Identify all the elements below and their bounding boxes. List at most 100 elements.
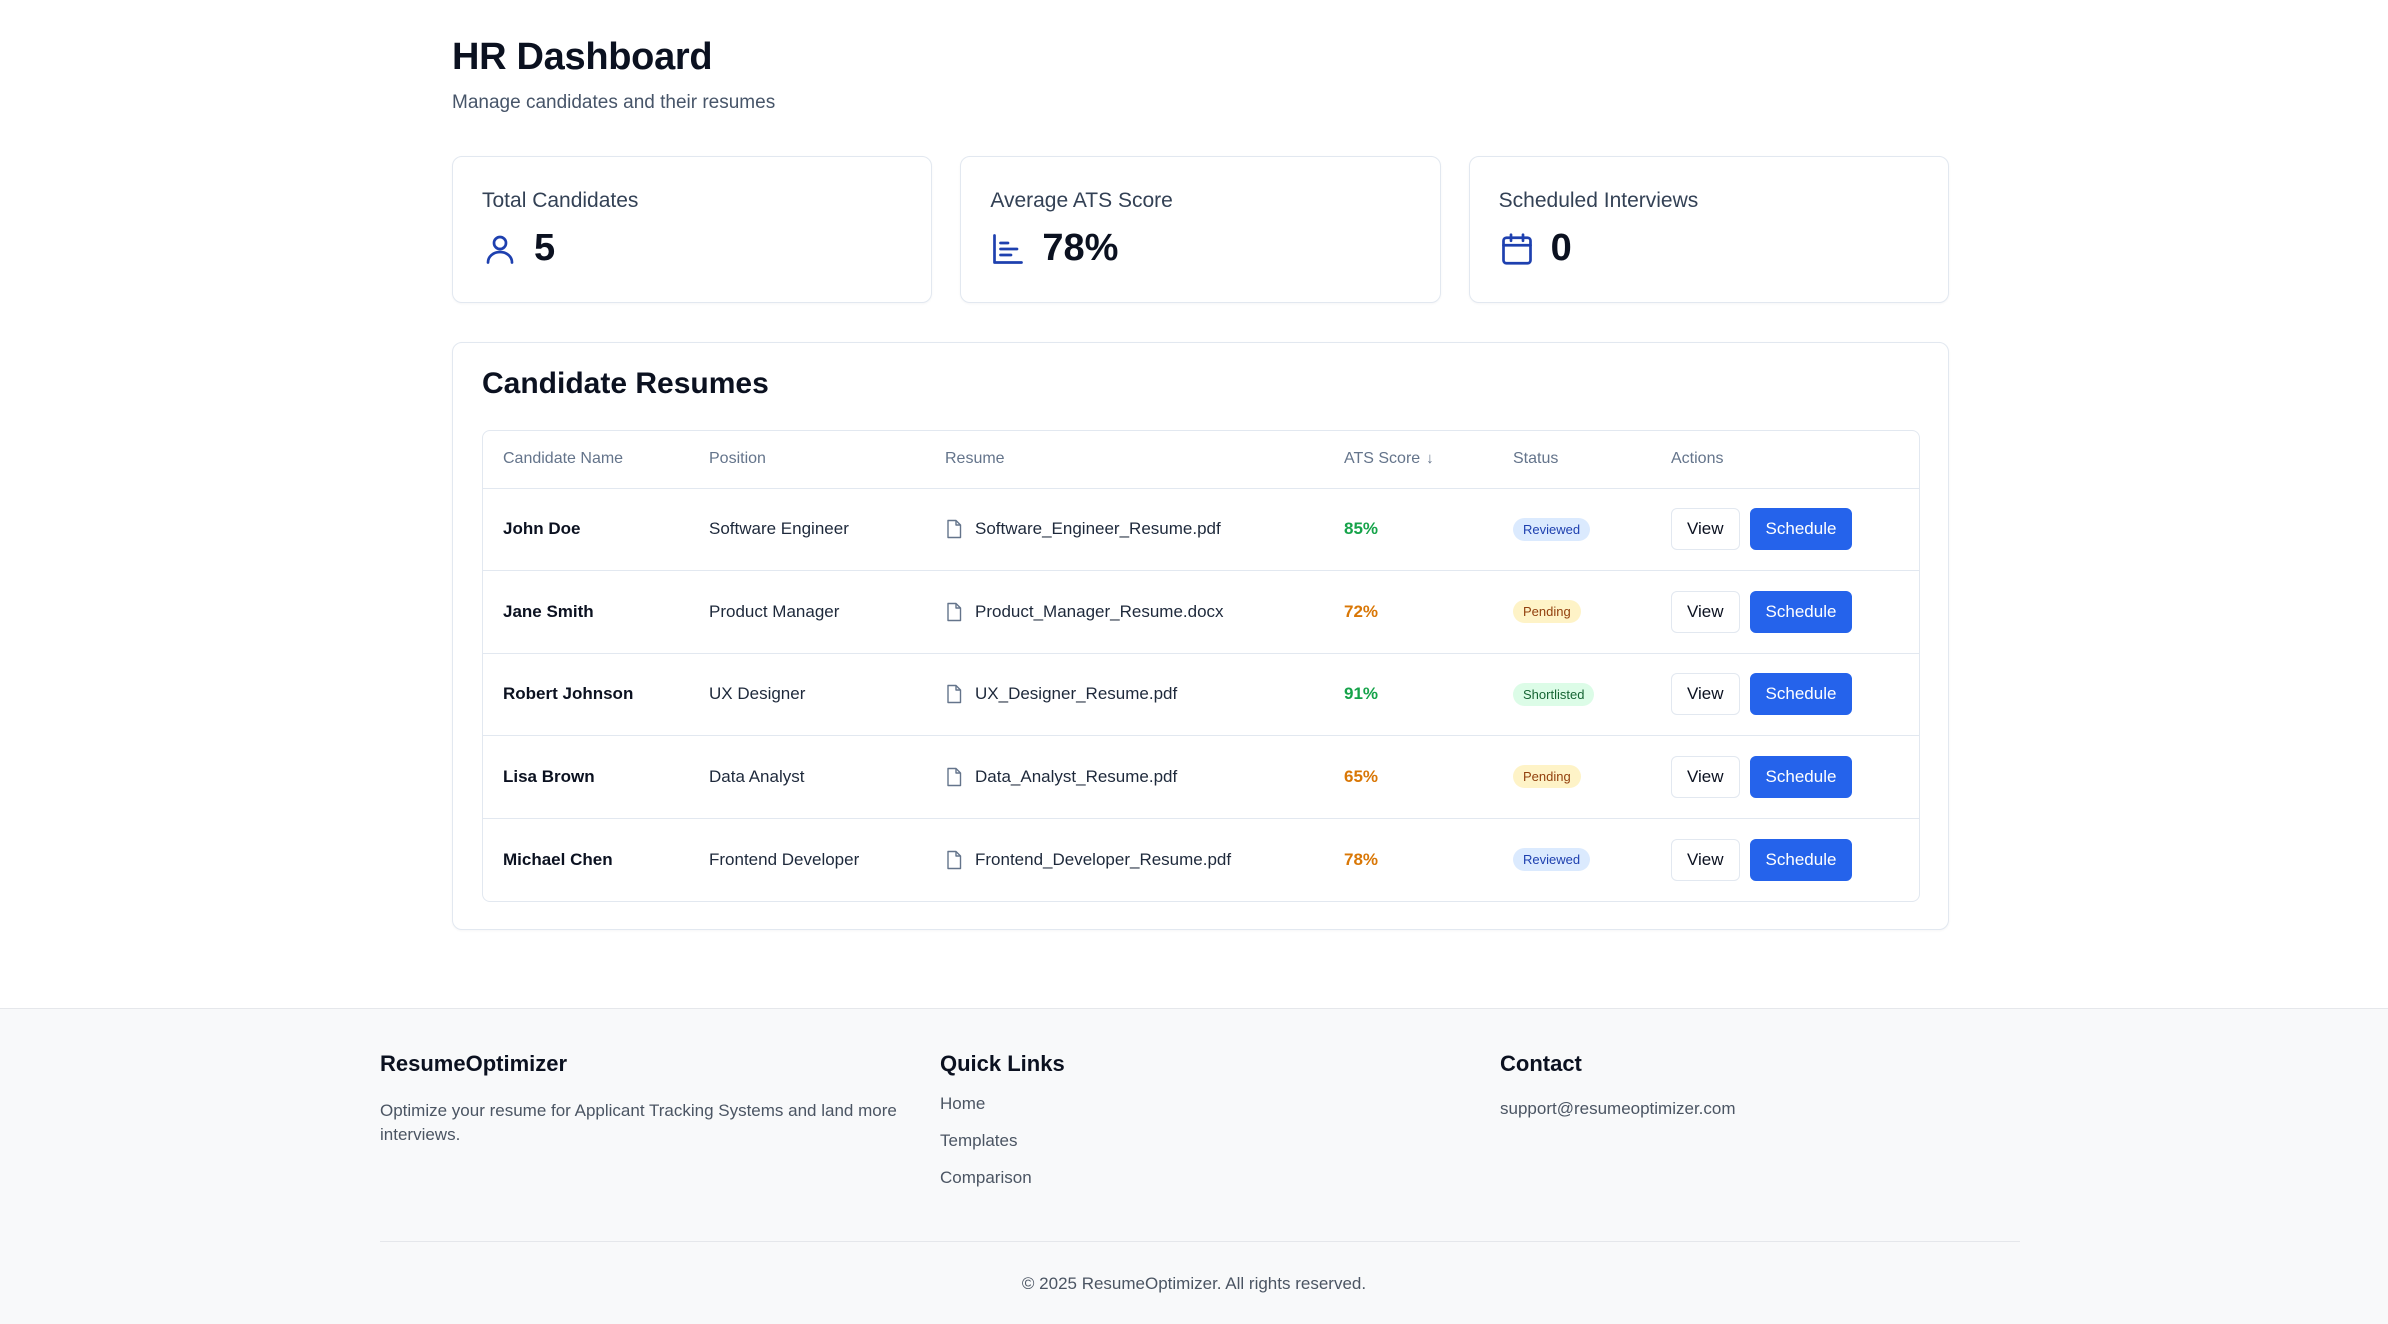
resume-cell: Frontend_Developer_Resume.pdf — [925, 818, 1324, 901]
stat-card-average-ats-score: Average ATS Score 78% — [960, 156, 1441, 303]
stats-row: Total Candidates 5 Average ATS Score — [452, 156, 1949, 303]
column-header-label: ATS Score — [1344, 450, 1421, 468]
view-button[interactable]: View — [1671, 838, 1740, 881]
stat-card-total-candidates: Total Candidates 5 — [452, 156, 933, 303]
bar-chart-icon — [990, 231, 1026, 267]
column-header-resume: Resume — [925, 431, 1324, 489]
footer-brand-title: ResumeOptimizer — [380, 1051, 568, 1076]
schedule-button[interactable]: Schedule — [1749, 673, 1853, 716]
status-cell: Pending — [1493, 570, 1651, 654]
footer-link-comparison[interactable]: Comparison — [940, 1168, 1032, 1187]
stat-label: Scheduled Interviews — [1498, 189, 1699, 212]
footer-contact-title: Contact — [1500, 1051, 1582, 1076]
user-icon — [482, 231, 518, 267]
table-row: Robert Johnson UX Designer UX_Designer_R… — [483, 653, 1919, 736]
footer-brand-text: Optimize your resume for Applicant Track… — [380, 1101, 897, 1144]
stat-value: 0 — [1550, 227, 1572, 269]
candidate-name: Jane Smith — [483, 570, 689, 654]
actions-cell: View Schedule — [1651, 570, 1919, 654]
candidate-position: Software Engineer — [689, 488, 925, 571]
calendar-icon — [1499, 231, 1535, 267]
resume-filename[interactable]: UX_Designer_Resume.pdf — [975, 684, 1178, 704]
file-icon — [945, 602, 963, 622]
table-row: Jane Smith Product Manager Product_Manag… — [483, 570, 1919, 654]
footer-quick-links: Quick Links Home Templates Comparison — [940, 1051, 1065, 1188]
table-row: Michael Chen Frontend Developer Frontend… — [483, 818, 1919, 901]
candidate-name: Michael Chen — [503, 849, 613, 869]
schedule-button[interactable]: Schedule — [1749, 590, 1853, 633]
column-header-candidate-name: Candidate Name — [483, 431, 689, 489]
status-cell: Shortlisted — [1493, 653, 1651, 736]
table-row: John Doe Software Engineer Software_Engi… — [483, 488, 1919, 571]
column-header-status: Status — [1493, 431, 1651, 489]
status-badge: Pending — [1513, 600, 1581, 624]
status-badge: Shortlisted — [1513, 682, 1595, 706]
actions-cell: View Schedule — [1651, 488, 1919, 571]
view-button[interactable]: View — [1671, 590, 1740, 633]
status-badge: Pending — [1513, 765, 1581, 789]
page-subtitle: Manage candidates and their resumes — [452, 92, 776, 113]
footer: ResumeOptimizer Optimize your resume for… — [0, 1008, 2388, 1324]
status-cell: Reviewed — [1493, 488, 1651, 571]
column-header-position: Position — [689, 431, 925, 489]
actions-cell: View Schedule — [1651, 653, 1919, 736]
file-icon — [945, 519, 963, 539]
ats-score: 85% — [1324, 488, 1493, 571]
column-header-ats-score[interactable]: ATS Score ↓ — [1324, 431, 1493, 489]
candidate-name: Lisa Brown — [483, 735, 689, 819]
resume-cell: Data_Analyst_Resume.pdf — [925, 735, 1324, 819]
file-icon — [945, 767, 963, 787]
table-row: Lisa Brown Data Analyst Data_Analyst_Res… — [483, 735, 1919, 819]
schedule-button[interactable]: Schedule — [1749, 838, 1853, 881]
ats-score: 72% — [1324, 570, 1493, 654]
stat-value: 5 — [534, 227, 556, 269]
ats-score: 78% — [1344, 849, 1379, 869]
resume-filename[interactable]: Product_Manager_Resume.docx — [975, 601, 1224, 621]
resume-filename[interactable]: Frontend_Developer_Resume.pdf — [975, 849, 1232, 869]
footer-brand: ResumeOptimizer Optimize your resume for… — [380, 1051, 900, 1147]
schedule-button[interactable]: Schedule — [1749, 755, 1853, 798]
view-button[interactable]: View — [1671, 673, 1740, 716]
stat-card-scheduled-interviews: Scheduled Interviews 0 — [1468, 156, 1949, 303]
ats-score: 91% — [1324, 653, 1493, 736]
candidate-resumes-card: Candidate Resumes Candidate Name Positio… — [452, 342, 1949, 930]
footer-quick-links-title: Quick Links — [940, 1051, 1065, 1076]
status-cell: Reviewed — [1493, 818, 1651, 901]
candidate-position: Product Manager — [689, 570, 925, 654]
candidate-position: UX Designer — [689, 653, 925, 736]
view-button[interactable]: View — [1671, 755, 1740, 798]
candidate-position: Data Analyst — [689, 735, 925, 819]
copyright-text: © 2025 ResumeOptimizer. All rights reser… — [1021, 1274, 1367, 1293]
resume-cell: UX_Designer_Resume.pdf — [925, 653, 1324, 736]
footer-divider — [380, 1241, 2020, 1242]
arrow-down-icon: ↓ — [1426, 450, 1434, 468]
resume-cell: Product_Manager_Resume.docx — [925, 570, 1324, 654]
footer-link-templates[interactable]: Templates — [940, 1131, 1018, 1150]
stat-value: 78% — [1042, 227, 1119, 269]
status-badge: Reviewed — [1513, 517, 1591, 541]
column-header-actions: Actions — [1651, 431, 1919, 489]
stat-label: Total Candidates — [482, 189, 639, 212]
section-title: Candidate Resumes — [482, 367, 769, 400]
candidates-table: Candidate Name Position Resume ATS Score… — [482, 430, 1920, 902]
resume-filename[interactable]: Data_Analyst_Resume.pdf — [975, 766, 1178, 786]
ats-score: 65% — [1324, 735, 1493, 819]
page-title: HR Dashboard — [452, 36, 713, 78]
status-cell: Pending — [1493, 735, 1651, 819]
file-icon — [945, 684, 963, 704]
status-badge: Reviewed — [1513, 848, 1591, 871]
table-header-row: Candidate Name Position Resume ATS Score… — [483, 431, 1919, 489]
actions-cell: View Schedule — [1651, 735, 1919, 819]
file-icon — [945, 850, 963, 870]
schedule-button[interactable]: Schedule — [1749, 508, 1853, 551]
candidate-position: Frontend Developer — [709, 849, 860, 869]
candidate-name: Robert Johnson — [483, 653, 689, 736]
view-button[interactable]: View — [1671, 508, 1740, 551]
actions-cell: View Schedule — [1651, 818, 1919, 901]
footer-link-home[interactable]: Home — [940, 1094, 986, 1113]
footer-contact: Contact support@resumeoptimizer.com — [1500, 1051, 2020, 1121]
footer-contact-email[interactable]: support@resumeoptimizer.com — [1500, 1099, 1736, 1118]
resume-cell: Software_Engineer_Resume.pdf — [925, 488, 1324, 571]
stat-label: Average ATS Score — [990, 189, 1173, 212]
resume-filename[interactable]: Software_Engineer_Resume.pdf — [975, 519, 1221, 539]
